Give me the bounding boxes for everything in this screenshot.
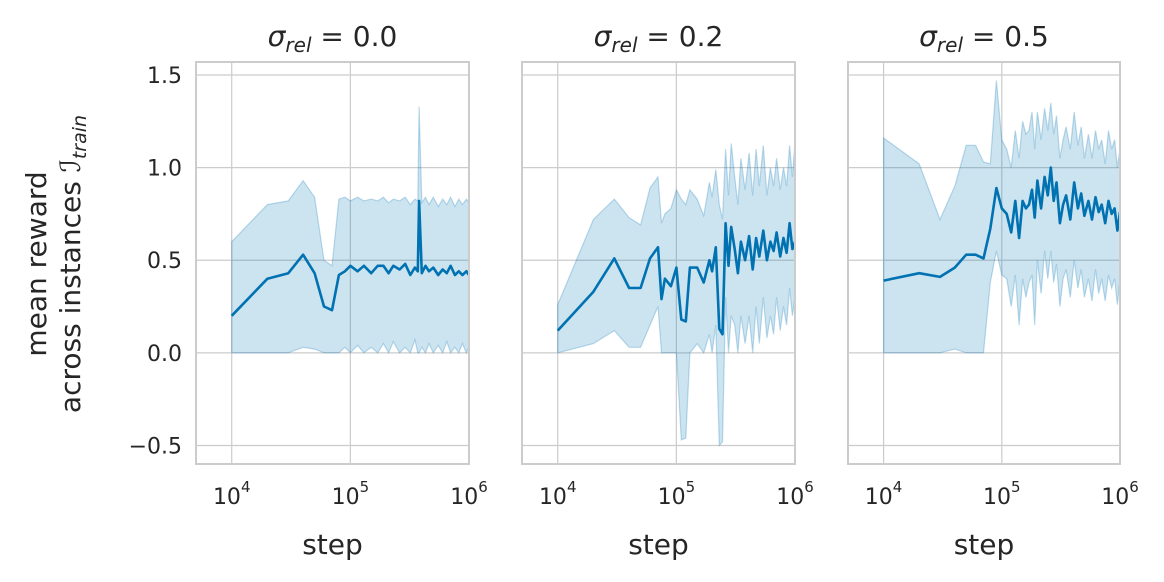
- x-tick-exponent: 4: [567, 478, 577, 496]
- x-tick-label: 104: [539, 478, 577, 510]
- x-tick-exponent: 6: [478, 478, 488, 496]
- plot-area: [230, 106, 469, 355]
- x-tick-label: 105: [332, 478, 370, 510]
- x-tick-exponent: 4: [241, 478, 251, 496]
- x-tick-exponent: 6: [1129, 478, 1139, 496]
- x-tick-base: 10: [213, 485, 241, 510]
- x-axis-label: step: [628, 528, 689, 561]
- x-tick-base: 10: [865, 485, 893, 510]
- x-tick-base: 10: [983, 485, 1011, 510]
- confidence-band: [883, 80, 1120, 354]
- x-axis-label: step: [954, 528, 1015, 561]
- x-tick-base: 10: [658, 485, 686, 510]
- x-tick-label: 106: [450, 478, 488, 510]
- panel-title: σrel = 0.2: [594, 20, 724, 57]
- x-tick-label: 104: [213, 478, 251, 510]
- x-tick-base: 10: [450, 485, 478, 510]
- x-tick-base: 10: [1101, 485, 1129, 510]
- y-tick-label: −0.5: [129, 434, 182, 459]
- title-symbol: σ: [268, 20, 287, 53]
- x-tick-label: 106: [1101, 478, 1139, 510]
- title-symbol: σ: [919, 20, 938, 53]
- plot-area: [556, 141, 795, 448]
- axes-frame: [521, 61, 796, 465]
- x-tick-label: 105: [983, 478, 1021, 510]
- x-tick-exponent: 5: [1011, 478, 1021, 496]
- mean-reward-line: [230, 199, 469, 317]
- x-tick-base: 10: [776, 485, 804, 510]
- title-subscript: rel: [937, 33, 964, 57]
- x-tick-base: 10: [332, 485, 360, 510]
- x-tick-exponent: 5: [686, 478, 696, 496]
- axes-frame: [847, 61, 1121, 465]
- x-tick-label: 104: [865, 478, 903, 510]
- title-subscript: rel: [611, 33, 638, 57]
- title-equals: =: [638, 20, 679, 53]
- x-tick-exponent: 6: [804, 478, 814, 496]
- confidence-band: [557, 141, 795, 448]
- y-axis-label-line2: across instances ℐtrain: [54, 115, 91, 413]
- y-axis-label-math-symbol: ℐ: [54, 159, 87, 172]
- y-tick-label: 0.0: [147, 342, 182, 367]
- confidence-band: [231, 106, 469, 355]
- x-tick-label: 105: [658, 478, 696, 510]
- x-tick-exponent: 5: [360, 478, 370, 496]
- title-subscript: rel: [285, 33, 312, 57]
- mean-reward-line: [556, 221, 795, 336]
- y-tick-label: 1.0: [147, 157, 182, 182]
- panel-title: σrel = 0.0: [268, 20, 398, 57]
- mean-reward-line: [883, 166, 1120, 282]
- panel-title: σrel = 0.5: [919, 20, 1049, 57]
- title-symbol: σ: [594, 20, 613, 53]
- x-tick-exponent: 4: [893, 478, 903, 496]
- axes-frame: [195, 61, 470, 465]
- title-value: 0.2: [679, 20, 724, 53]
- x-tick-label: 106: [776, 478, 814, 510]
- title-value: 0.0: [353, 20, 398, 53]
- plot-area: [883, 80, 1120, 354]
- title-equals: =: [312, 20, 353, 53]
- y-tick-label: 1.5: [147, 64, 182, 89]
- title-value: 0.5: [1004, 20, 1049, 53]
- title-equals: =: [963, 20, 1004, 53]
- x-tick-base: 10: [539, 485, 567, 510]
- x-axis-label: step: [302, 528, 363, 561]
- y-axis-label-line1: mean reward: [20, 171, 53, 356]
- y-axis-label-line2-text: across instances: [54, 172, 87, 413]
- y-tick-label: 0.5: [147, 249, 182, 274]
- y-axis-label-math-subscript: train: [69, 115, 91, 159]
- y-axis-label: mean reward across instances ℐtrain: [20, 115, 91, 413]
